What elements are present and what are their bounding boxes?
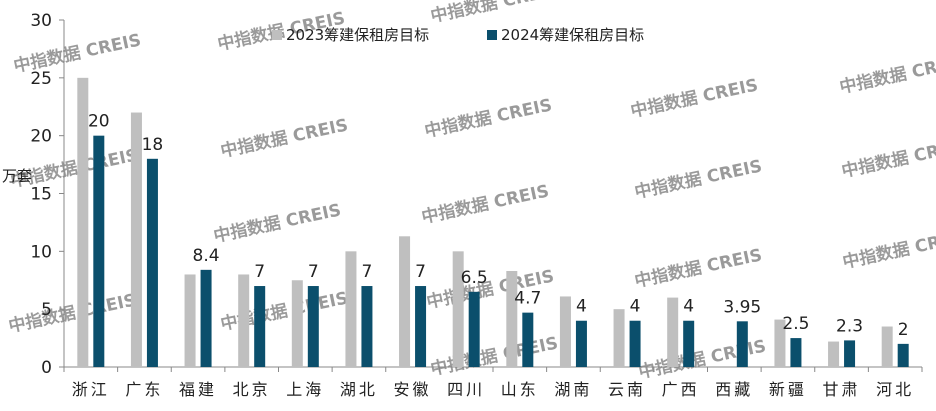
bar-2024 [522,312,534,367]
watermark-text: 中指数据 CREIS [838,50,936,98]
x-tick-label: 广东 [125,380,163,399]
bar-2024 [736,321,748,367]
x-tick-label: 甘肃 [823,380,861,399]
data-label: 7 [362,262,373,282]
data-label: 4.7 [514,289,541,309]
watermark-text: 中指数据 CREIS [420,180,551,228]
data-label: 4 [576,297,587,317]
y-tick-label: 20 [30,127,52,147]
bar-2023 [452,251,464,367]
bar-2023 [130,112,142,368]
legend-label-2023: 2023筹建保租房目标 [286,26,429,44]
x-tick-label: 上海 [286,380,324,399]
bar-2023 [667,297,679,367]
legend: 2023筹建保租房目标 2024筹建保租房目标 [272,26,644,44]
x-tick-label: 山东 [501,380,539,399]
watermark-text: 中指数据 CREIS [637,335,768,383]
y-tick-label: 0 [41,358,52,378]
bar-2023 [238,274,250,367]
bar-2024 [415,286,427,367]
y-axis-label: 万套 [2,167,32,185]
bar-2023 [881,326,893,367]
y-tick-label: 25 [30,69,52,89]
bar-2024 [897,343,909,367]
watermark-text: 中指数据 CREIS [429,0,560,27]
bar-2024 [200,269,212,367]
x-tick-label: 安徽 [394,380,432,399]
data-label: 2.3 [836,316,863,336]
watermark-text: 中指数据 CREIS [423,94,554,142]
watermark-text: 中指数据 CREIS [840,134,936,182]
x-tick-label: 河北 [876,380,914,399]
y-tick-label: 15 [30,185,52,205]
bar-2024 [683,320,695,367]
x-tick-label: 湖北 [340,380,378,399]
y-tick-label: 30 [30,11,52,31]
x-tick-label: 新疆 [769,380,807,399]
watermark-text: 中指数据 CREIS [219,114,350,162]
bar-2023 [184,274,196,367]
data-label: 4 [630,297,641,317]
legend-label-2024: 2024筹建保租房目标 [501,26,644,44]
bar-2023 [559,296,571,367]
data-label: 2.5 [782,314,809,334]
bar-series [77,77,909,368]
watermark-text: 中指数据 CREIS [633,155,764,203]
data-label: 2 [898,320,909,340]
bar-2023 [613,309,625,367]
bar-2023 [291,280,303,367]
x-tick-label: 西藏 [715,380,753,399]
watermark-text: 中指数据 CREIS [629,74,760,122]
data-label: 7 [254,262,265,282]
watermark-text: 中指数据 CREIS [841,225,936,273]
data-label: 3.95 [723,297,761,317]
x-tick-label: 浙江 [72,380,110,399]
bar-2023 [506,270,518,367]
bar-2023 [774,319,786,367]
bar-2024 [254,286,266,367]
x-tick-label: 云南 [608,380,646,399]
data-labels: 20 18 8.4 7 7 7 7 6.5 4.7 4 4 4 3.95 2.5 2.3 2 [88,112,909,340]
bar-2024 [790,338,802,367]
bar-2024 [93,135,105,367]
bar-2023 [345,251,357,367]
bar-2023 [399,236,411,367]
bar-2024 [468,291,480,367]
data-label: 18 [142,135,164,155]
data-label: 7 [308,262,319,282]
bar-2024 [575,320,587,367]
data-label: 6.5 [461,268,488,288]
bar-2024 [307,286,319,367]
x-tick-label: 北京 [233,380,271,399]
x-tick-label: 福建 [179,380,217,399]
bar-2024 [629,320,641,367]
x-tick-label: 广西 [662,380,700,399]
x-tick-label: 四川 [447,380,485,399]
y-tick-label: 10 [30,242,52,262]
y-tick-label: 5 [41,300,52,320]
data-label: 4 [683,297,694,317]
watermark-text: 中指数据 CREIS [212,199,343,247]
bar-2023 [828,341,840,367]
data-label: 7 [415,262,426,282]
legend-swatch-2024 [487,30,497,40]
watermark-text: 中指数据 CREIS [429,332,560,380]
bar-2024 [361,286,373,367]
watermark-text: 中指数据 CREIS [633,244,764,292]
watermark-text: 中指数据 CREIS [7,289,138,337]
bar-2023 [77,77,89,367]
legend-swatch-2023 [272,30,282,40]
data-label: 20 [88,112,110,132]
bar-2024 [146,158,158,367]
bar-2024 [844,340,856,367]
chart-axes: 0 5 10 15 20 25 30 浙江 广东 福建 北京 上海 湖北 安徽 四川 山东 湖南 云南 广西 西藏 新疆… [30,11,923,399]
data-label: 8.4 [193,246,220,266]
x-tick-label: 湖南 [554,380,592,399]
